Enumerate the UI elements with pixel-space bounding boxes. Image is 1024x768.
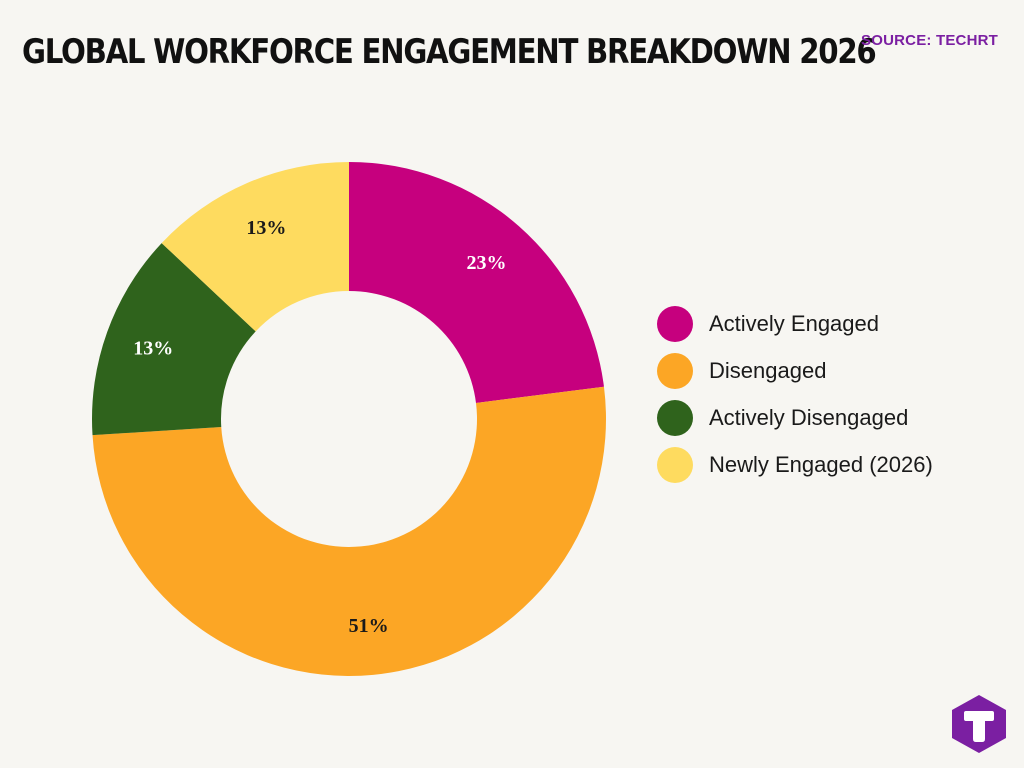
legend-swatch	[657, 353, 693, 389]
legend-item-actively-engaged: Actively Engaged	[657, 306, 933, 342]
legend-label: Newly Engaged (2026)	[709, 452, 933, 477]
slice-actively-disengaged	[92, 243, 256, 436]
slice-label-actively-engaged: 23%	[467, 252, 507, 274]
slice-label-actively-disengaged: 13%	[133, 338, 173, 360]
legend-swatch	[657, 306, 693, 342]
slice-disengaged	[92, 386, 606, 677]
legend: Actively Engaged Disengaged Actively Dis…	[657, 306, 933, 483]
legend-label: Actively Disengaged	[709, 405, 909, 430]
chart-title: GLOBAL WORKFORCE ENGAGEMENT BREAKDOWN 20…	[22, 32, 877, 72]
legend-swatch	[657, 447, 693, 483]
legend-label: Disengaged	[709, 358, 827, 383]
slice-label-newly-engaged-2026: 13%	[246, 217, 286, 239]
legend-swatch	[657, 400, 693, 436]
legend-item-disengaged: Disengaged	[657, 353, 933, 389]
slice-actively-engaged	[349, 162, 604, 403]
legend-item-newly-engaged: Newly Engaged (2026)	[657, 447, 933, 483]
legend-label: Actively Engaged	[709, 311, 879, 336]
slice-label-disengaged: 51%	[349, 615, 389, 637]
legend-item-actively-disengaged: Actively Disengaged	[657, 400, 933, 436]
slice-newly-engaged-2026	[161, 162, 349, 332]
source-credit: SOURCE: TECHRT	[861, 32, 998, 49]
brand-logo-icon	[952, 695, 1006, 753]
